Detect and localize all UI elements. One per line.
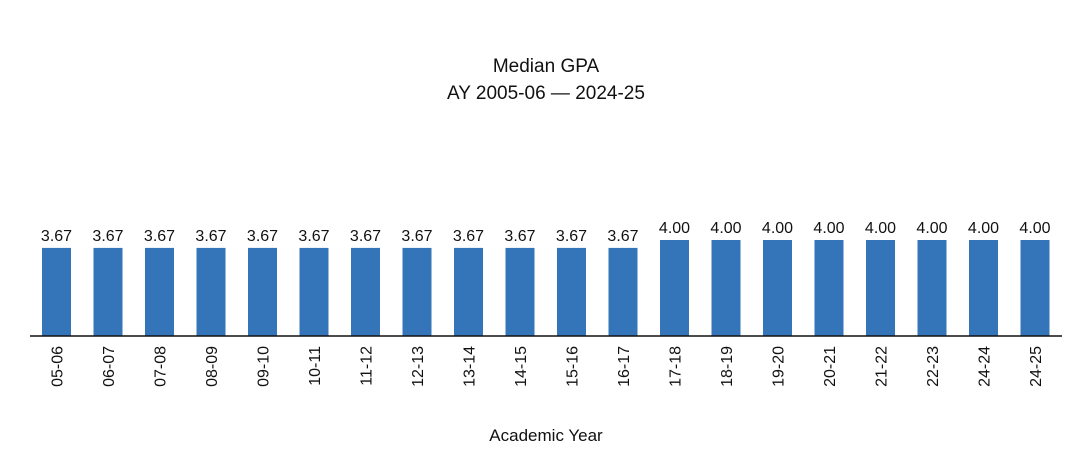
bar-value-label: 4.00 — [1019, 220, 1050, 237]
bar-08-09 — [196, 247, 226, 336]
x-tick-label: 05-06 — [50, 346, 67, 387]
x-tick-label: 12-13 — [410, 346, 427, 387]
x-tick-label: 16-17 — [616, 346, 633, 387]
x-tick-label: 20-21 — [822, 346, 839, 387]
x-tick-label: 13-14 — [462, 346, 479, 387]
bar-18-19 — [711, 240, 741, 336]
bar-17-18 — [660, 240, 689, 336]
x-tick-label: 22-23 — [925, 346, 942, 387]
x-tick-label: 09-10 — [256, 346, 273, 387]
bar-22-23 — [917, 240, 947, 336]
bar-13-14 — [454, 247, 483, 336]
bar-value-label: 4.00 — [710, 220, 741, 237]
x-axis-title: Academic Year — [489, 426, 603, 445]
bar-value-label: 3.67 — [401, 228, 432, 245]
bar-21-22 — [866, 240, 895, 336]
bar-07-08 — [145, 247, 174, 336]
bar-24-25 — [1020, 240, 1050, 336]
bar-20-21 — [814, 240, 844, 336]
x-tick-label: 18-19 — [719, 346, 736, 387]
x-tick-label: 19-20 — [771, 346, 788, 387]
x-tick-label: 15-16 — [565, 346, 582, 387]
bar-value-label: 3.67 — [298, 228, 329, 245]
x-tick-label: 11-12 — [359, 346, 376, 386]
bar-value-label: 3.67 — [607, 228, 638, 245]
bar-16-17 — [608, 247, 638, 336]
bar-value-label: 4.00 — [865, 220, 896, 237]
bar-14-15 — [505, 247, 535, 336]
bars — [42, 240, 1050, 336]
bar-value-label: 4.00 — [968, 220, 999, 237]
chart-subtitle: AY 2005-06 — 2024-25 — [447, 83, 645, 104]
x-tick-label: 06-07 — [101, 346, 118, 387]
bar-value-label: 3.67 — [350, 228, 381, 245]
x-tick-label: 21-22 — [874, 346, 891, 387]
bar-value-label: 3.67 — [247, 228, 278, 245]
bar-12-13 — [402, 247, 432, 336]
x-tick-label: 24-25 — [1028, 346, 1045, 387]
bar-06-07 — [93, 247, 123, 336]
bar-05-06 — [42, 247, 71, 336]
bar-11-12 — [351, 247, 380, 336]
bar-15-16 — [557, 247, 586, 336]
bar-value-label: 3.67 — [504, 228, 535, 245]
bar-value-label: 3.67 — [556, 228, 587, 245]
bar-value-label: 4.00 — [659, 220, 690, 237]
x-tick-label: 07-08 — [153, 346, 170, 387]
bar-value-label: 3.67 — [453, 228, 484, 245]
bar-09-10 — [248, 247, 277, 336]
x-tick-label: 10-11 — [307, 346, 324, 386]
bar-value-label: 3.67 — [41, 228, 72, 245]
x-tick-label: 14-15 — [513, 346, 530, 387]
x-tick-label: 17-18 — [668, 346, 685, 387]
bar-value-labels: 3.67 3.67 3.67 3.67 3.67 3.67 3.67 3.67 3.67 3.67… — [41, 220, 1051, 245]
x-tick-label: 08-09 — [204, 346, 221, 387]
x-tick-label: 24-24 — [977, 346, 994, 387]
bar-10-11 — [299, 247, 329, 336]
bar-value-label: 4.00 — [762, 220, 793, 237]
bar-value-label: 3.67 — [144, 228, 175, 245]
bar-value-label: 4.00 — [916, 220, 947, 237]
chart-title: Median GPA — [492, 56, 600, 77]
bar-24-24 — [969, 240, 998, 336]
bar-value-label: 4.00 — [813, 220, 844, 237]
bar-19-20 — [763, 240, 792, 336]
bar-value-label: 3.67 — [195, 228, 226, 245]
bar-value-label: 3.67 — [92, 228, 123, 245]
x-tick-labels: 05-06 06-07 07-08 08-09 09-10 10-11 11-12 12-13… — [50, 346, 1046, 387]
